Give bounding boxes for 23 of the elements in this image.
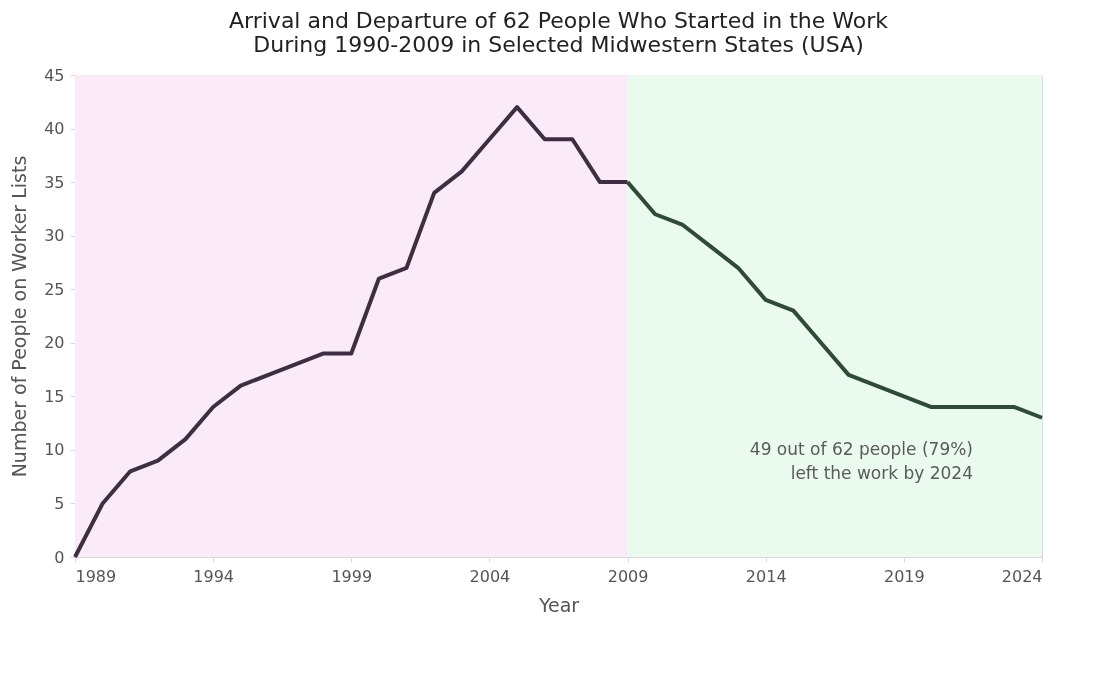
y-tick-label: 40	[44, 119, 65, 139]
x-tick-label: 2009	[607, 566, 649, 586]
x-tick-label: 2024	[1001, 566, 1043, 586]
text: During 1990-2009 in Selected Midwestern States (USA)	[253, 32, 864, 57]
y-tick-label: 45	[44, 65, 65, 85]
annotation: 49 out of 62 people (79%) left the work by 2024	[749, 439, 973, 483]
y-tick-label: 35	[44, 172, 65, 192]
y-tick-label: 20	[44, 333, 65, 353]
x-tick-label: 2004	[469, 566, 511, 586]
y-tick-label: 5	[54, 493, 65, 513]
text: Arrival and Departure of 62 People Who Started in the Work	[229, 8, 888, 33]
x-tick-label: 1994	[193, 566, 234, 586]
x-tick-label: 1999	[331, 566, 373, 586]
y-tick-label: 10	[44, 440, 65, 460]
x-axis-title: Year	[537, 593, 580, 616]
x-tick-label: 1989	[75, 566, 117, 586]
y-axis-title: Number of People on Worker Lists	[8, 155, 31, 478]
y-tick-label: 15	[44, 386, 65, 406]
y-tick-label: 0	[54, 547, 65, 567]
x-tick-label: 2014	[745, 566, 787, 586]
y-tick-label: 30	[44, 226, 65, 246]
y-tick-label: 25	[44, 279, 65, 299]
x-tick-label: 2019	[884, 566, 925, 586]
